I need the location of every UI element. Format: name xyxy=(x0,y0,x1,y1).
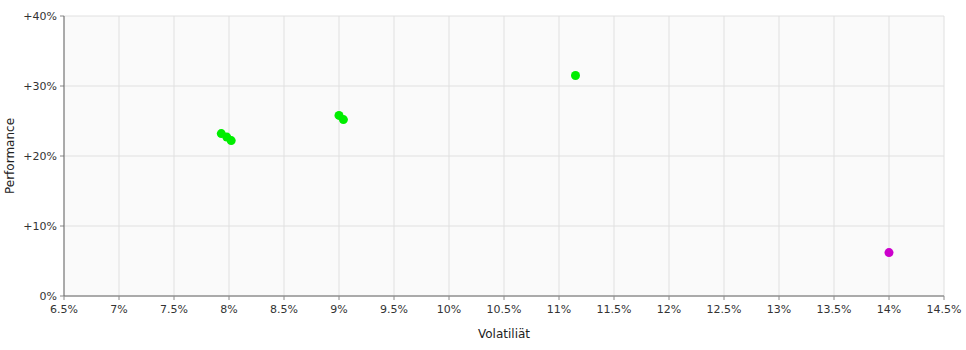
x-tick-mark xyxy=(504,296,505,300)
x-tick-label: 7.5% xyxy=(160,303,188,316)
x-tick-label: 14% xyxy=(877,303,901,316)
x-tick-label: 9% xyxy=(330,303,347,316)
x-tick-label: 9.5% xyxy=(380,303,408,316)
x-tick-mark xyxy=(614,296,615,300)
x-tick-mark xyxy=(229,296,230,300)
scatter-point xyxy=(339,115,348,124)
x-tick-label: 10% xyxy=(437,303,461,316)
x-tick-mark xyxy=(559,296,560,300)
series xyxy=(885,248,894,257)
y-grid-line xyxy=(64,156,944,157)
x-tick-mark xyxy=(339,296,340,300)
page: {"chart_data": {"type": "scatter", "xlab… xyxy=(0,0,966,350)
data-marks xyxy=(217,71,894,257)
y-tick-mark xyxy=(60,226,64,227)
y-grid-line xyxy=(64,86,944,87)
x-tick-mark xyxy=(834,296,835,300)
x-tick-label: 10.5% xyxy=(487,303,522,316)
chart-container: 6.5% 7% 7.5% 8% 8.5% 9% 9.5% 10% 10.5% 11% 11.5% 12… xyxy=(0,0,966,350)
y-tick-label: 0% xyxy=(40,290,57,303)
y-tick-mark xyxy=(60,296,64,297)
x-tick-label: 13.5% xyxy=(817,303,852,316)
x-grid-line xyxy=(64,16,65,296)
x-tick-mark xyxy=(669,296,670,300)
x-tick-label: 7% xyxy=(110,303,127,316)
tick-labels: 6.5% 7% 7.5% 8% 8.5% 9% 9.5% 10% 10.5% 11% 11.5% 12… xyxy=(23,10,961,316)
grid xyxy=(60,16,944,300)
x-axis-line xyxy=(64,296,944,297)
chart-svg: 6.5% 7% 7.5% 8% 8.5% 9% 9.5% 10% 10.5% 11% 11.5% 12… xyxy=(0,0,966,350)
y-tick-label: +40% xyxy=(23,10,57,23)
y-grid-line xyxy=(64,226,944,227)
x-tick-mark xyxy=(119,296,120,300)
scatter-point xyxy=(227,136,236,145)
series xyxy=(217,71,580,145)
plot-background xyxy=(64,16,944,296)
x-tick-label: 6.5% xyxy=(50,303,78,316)
y-grid-line xyxy=(64,296,944,297)
x-tick-mark xyxy=(449,296,450,300)
x-tick-label: 11% xyxy=(547,303,571,316)
x-tick-label: 13% xyxy=(767,303,791,316)
x-tick-label: 8% xyxy=(220,303,237,316)
x-tick-mark xyxy=(889,296,890,300)
x-tick-mark xyxy=(174,296,175,300)
x-tick-label: 14.5% xyxy=(927,303,962,316)
y-axis-label: Performance xyxy=(3,118,17,194)
y-grid-line xyxy=(64,16,944,17)
x-tick-mark xyxy=(779,296,780,300)
x-tick-mark xyxy=(724,296,725,300)
x-tick-label: 8.5% xyxy=(270,303,298,316)
x-tick-label: 12% xyxy=(657,303,681,316)
x-tick-label: 12.5% xyxy=(707,303,742,316)
y-tick-mark xyxy=(60,16,64,17)
y-axis-line xyxy=(64,16,65,296)
x-axis-label: Volatiliät xyxy=(478,327,530,341)
x-tick-mark xyxy=(944,296,945,300)
x-tick-mark xyxy=(284,296,285,300)
y-tick-label: +20% xyxy=(23,150,57,163)
x-tick-label: 11.5% xyxy=(597,303,632,316)
y-tick-label: +30% xyxy=(23,80,57,93)
scatter-point xyxy=(571,71,580,80)
x-tick-mark xyxy=(64,296,65,300)
scatter-point xyxy=(885,248,894,257)
y-tick-mark xyxy=(60,156,64,157)
y-tick-label: +10% xyxy=(23,220,57,233)
y-tick-mark xyxy=(60,86,64,87)
x-tick-mark xyxy=(394,296,395,300)
